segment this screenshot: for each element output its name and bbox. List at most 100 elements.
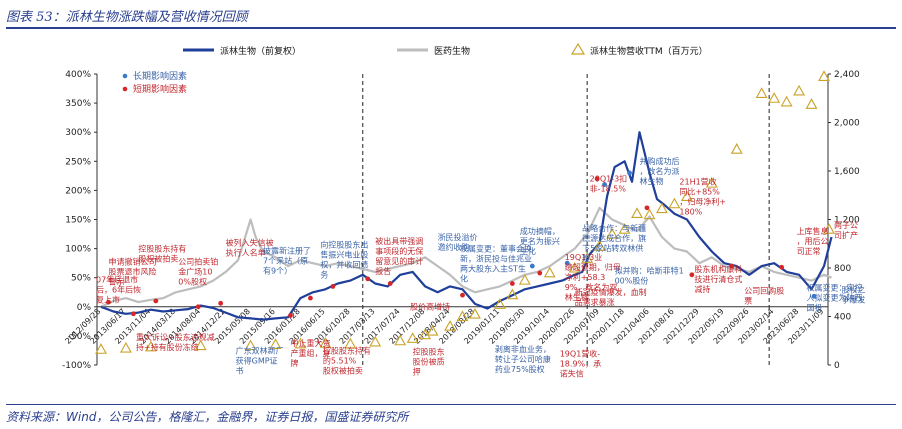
revenue-point [656,202,668,214]
left-tick-label: -50% [68,332,92,342]
event-annotations: 07年底退市后，6年后恢复上市申请撤销公司股票退市风险警示控股股东持有股权被拍卖… [96,156,865,378]
short-term-dot [779,264,785,270]
left-tick-label: 300% [65,128,91,138]
revenue-point [394,334,407,346]
legend-label-stock: 派林生物（前复权） [220,45,301,57]
revenue-point [593,240,606,251]
revenue-point [631,207,643,218]
event-annotation: 两子公司扩产 [834,221,858,240]
right-tick-label: 1,600 [834,167,860,177]
short-term-dot [288,313,293,318]
event-annotation: 上库售息，用后公司正常 [797,226,829,256]
revenue-point [730,143,743,154]
event-annotation: 广东双林新厂获得GMP证书 [236,345,284,375]
revenue-point [543,266,556,278]
stock-line [100,131,833,321]
revenue-point [506,288,519,300]
short-term-dot [365,276,371,282]
revenue-point [606,227,619,239]
short-term-dot [509,281,515,286]
revenue-point [518,273,531,285]
revenue-series [95,70,835,354]
short-term-dot [689,272,695,278]
revenue-point [680,190,693,202]
source-note: 资料来源：Wind，公司公告，格隆汇，金融界，证券日报，国盛证券研究所 [6,410,409,424]
short-term-dot [729,263,735,269]
event-annotation: 浙民投溢价邀约收购 [438,232,478,252]
revenue-point [581,252,594,263]
revenue-point [144,340,157,352]
revenue-point [444,320,456,331]
revenue-point [668,197,681,209]
revenue-point [705,176,718,188]
event-annotation: 19Q1营收-18.9%，承诺失信 [560,348,601,378]
revenue-point [244,339,257,351]
event-annotation: 权属变更：实控人拟变更为陕西国投 [807,283,863,313]
right-tick-label: 400 [834,313,851,323]
left-tick-label: -100% [62,361,91,371]
event-annotation: 申请撤销公司股票退市风险警示 [108,256,156,286]
short-term-dot [460,292,465,298]
legend-swatch-revenue [570,42,586,55]
revenue-point [369,335,382,347]
revenue-point [406,332,419,343]
revenue-point [344,337,357,349]
left-tick-label: 250% [65,157,91,167]
revenue-point [768,92,781,103]
revenue-point [818,70,830,81]
event-annotation: 并购成功后，改名为派林生物 [640,156,680,186]
left-tick-label: 100% [65,245,91,255]
revenue-point [269,338,282,349]
event-annotation: 拟并购：哈斯菲特1 00%股份 [615,266,684,286]
revenue-point [319,337,332,348]
stock-series [100,131,833,321]
revenue-point [194,339,207,351]
event-annotation: 剥离非血业务，转让子公司哈康药业75%股权 [495,344,551,374]
footer-rule [6,404,896,405]
revenue-point [568,261,581,273]
revenue-point [618,223,631,234]
right-tick-label: 800 [834,264,851,274]
event-annotation: 07年底退市后，6年后恢复上市 [96,274,141,304]
event-annotation: 战略合作：与新疆德源达成合作，旗下5家站转双林供浆 [582,223,646,263]
short-term-dot [537,270,543,276]
event-annotation: 被列入失信被执行人名单 [226,238,274,258]
short-term-dot [387,281,393,286]
event-annotation: 股权之争爆发 [841,284,865,304]
left-tick-label: 400% [65,70,91,80]
left-tick-label: 50% [71,274,91,284]
revenue-point [426,324,439,336]
revenue-point [780,95,793,107]
legend-dot-long [122,73,128,79]
legend: 派林生物（前复权） 医药生物 派林生物营收TTM（百万元） 长期影响因素 短期影… [122,42,708,95]
event-annotation: 20Q1-3扣非-18.5% [590,174,628,194]
short-term-dot [308,295,313,301]
short-term-dot [153,298,159,304]
left-axis-ticks: -100% -50% 0% 50% 100% 150% 200% 250% 300% 350% 40… [62,70,97,371]
long-term-dot [627,170,632,176]
short-term-dot [106,299,111,305]
revenue-point [456,310,469,322]
event-annotation: 重大诉讼+股东违规减持+持有股份冻结 [136,332,215,352]
short-term-dot [644,205,650,211]
revenue-point [823,223,835,234]
combo-line-chart: 派林生物（前复权） 医药生物 派林生物营收TTM（百万元） 长期影响因素 短期影… [62,42,865,378]
revenue-point [119,341,132,353]
event-annotation: 被出具带强调事项段的无保留意见的审计报告 [375,236,423,276]
event-annotation: 控股股东持有股权被拍卖 [138,244,186,264]
event-annotation: 19Q1-3业绩超预期，归母净利+58.3 9%，改名为双林生物 [565,252,621,302]
revenue-point [95,343,107,354]
right-tick-label: 2,400 [834,70,860,80]
event-dots [106,170,817,318]
event-annotation: 股东机构康科技进行清仓式减持 [694,264,742,294]
left-tick-label: 350% [65,99,91,109]
event-annotation: 公司拍卖铂金广场10 0%股权 [178,256,218,286]
right-axis-ticks: 0 400 800 1,200 1,600 2,000 2,400 [828,70,860,371]
event-annotation: 中止重大资产重组，复牌 [290,338,330,368]
short-term-dot [195,304,201,310]
revenue-point [493,298,506,309]
right-tick-label: 2,000 [834,119,860,129]
right-tick-label: 1,200 [834,216,860,226]
event-annotation: 控股股东持有的5.51%股权被拍卖 [323,345,371,375]
left-tick-label: 150% [65,216,91,226]
